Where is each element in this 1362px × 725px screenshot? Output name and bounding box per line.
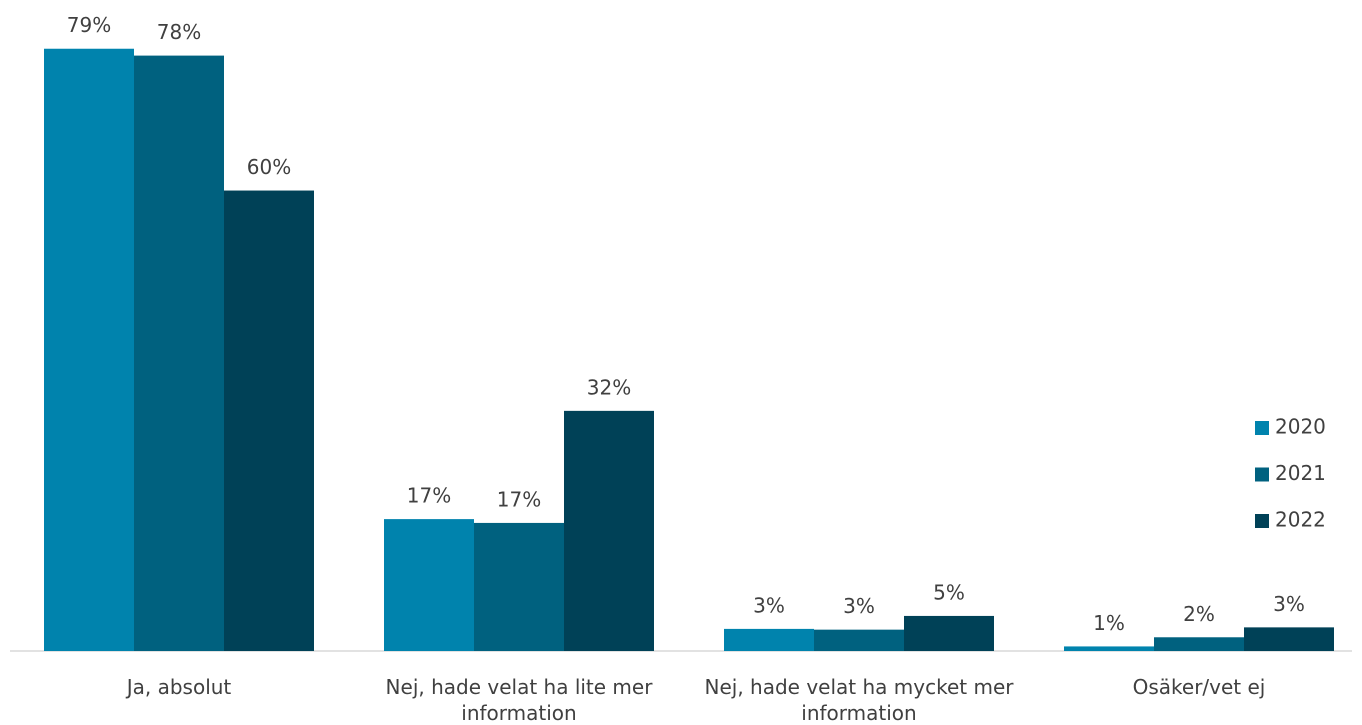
bar — [904, 615, 994, 651]
data-label: 60% — [247, 155, 291, 179]
data-label: 79% — [67, 13, 111, 37]
legend-swatch — [1255, 514, 1269, 528]
bar — [564, 410, 654, 651]
legend-swatch — [1255, 467, 1269, 482]
bar — [384, 519, 474, 651]
x-tick-label: Nej, hade velat ha mycket mer informatio… — [704, 675, 1014, 725]
data-label: 5% — [933, 580, 965, 604]
data-label: 3% — [753, 593, 785, 617]
data-label: 3% — [1273, 592, 1305, 616]
legend-label: 2020 — [1275, 415, 1326, 439]
bar — [1064, 646, 1154, 651]
x-tick-label: Osäker/vet ej — [1132, 675, 1266, 699]
data-label: 17% — [497, 487, 541, 511]
bar — [1244, 627, 1334, 651]
data-label: 78% — [157, 20, 201, 44]
bar — [134, 55, 224, 651]
bar — [474, 522, 564, 651]
bar — [814, 629, 904, 651]
bar — [44, 48, 134, 652]
legend-label: 2022 — [1275, 508, 1326, 532]
x-tick-label: Ja, absolut — [126, 675, 232, 699]
data-label: 3% — [843, 594, 875, 618]
data-label: 17% — [407, 484, 451, 508]
x-tick-label: Nej, hade velat ha lite mer information — [385, 675, 653, 725]
legend-swatch — [1255, 421, 1269, 435]
data-label: 32% — [587, 375, 631, 399]
legend-label: 2021 — [1275, 461, 1326, 485]
bar — [1154, 637, 1244, 651]
bar — [224, 190, 314, 651]
data-label: 2% — [1183, 602, 1215, 626]
bar — [724, 628, 814, 651]
data-label: 1% — [1093, 611, 1125, 635]
